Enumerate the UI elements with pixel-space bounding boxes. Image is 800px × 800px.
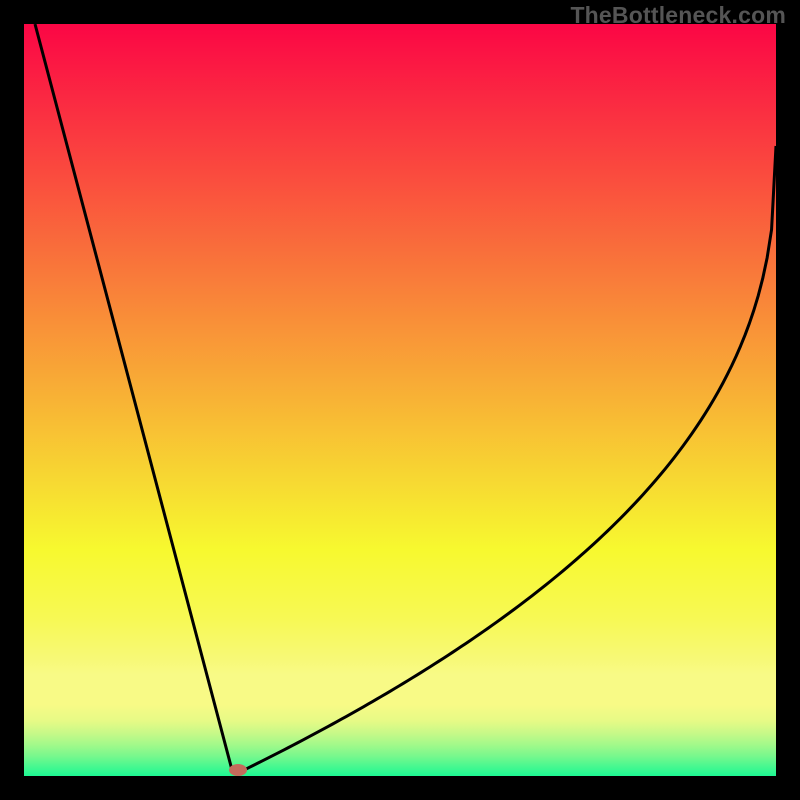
chart-frame: TheBottleneck.com [0,0,800,800]
bottleneck-chart [0,0,800,800]
watermark-label: TheBottleneck.com [570,2,786,29]
vertex-marker [229,764,247,776]
